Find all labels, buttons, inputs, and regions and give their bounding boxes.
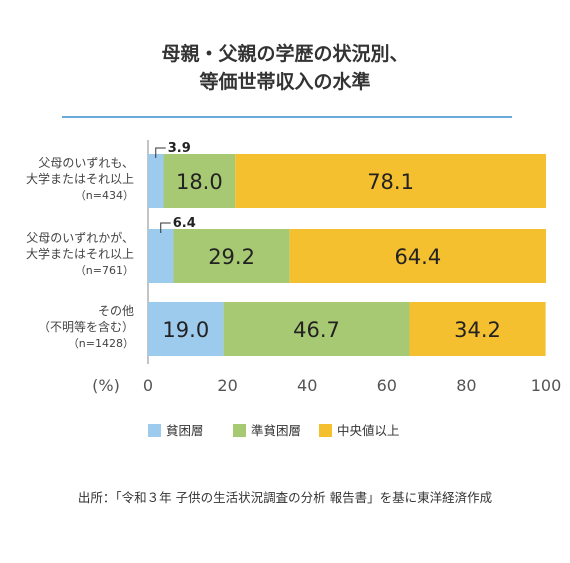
legend-label: 中央値以上 <box>337 423 400 438</box>
bar-segment-poor <box>148 302 224 356</box>
legend-label: 準貧困層 <box>251 423 301 438</box>
data-label: 3.9 <box>168 141 191 156</box>
category-label: （n=761） <box>75 264 134 277</box>
bar-segment-poor <box>148 229 174 283</box>
category-label: （不明等を含む） <box>38 319 134 334</box>
legend-swatch <box>233 424 246 437</box>
data-label-leader <box>155 147 166 158</box>
legend-label: 貧困層 <box>166 423 204 438</box>
bar-segment-near-poor <box>163 154 236 208</box>
category-label: （n=1428） <box>68 337 134 350</box>
bar-segment-poor <box>148 154 164 208</box>
category-label: その他 <box>98 304 134 318</box>
bar-segment-above-median <box>409 302 546 356</box>
bar-segment-near-poor <box>223 302 410 356</box>
data-label: 18.0 <box>176 170 223 194</box>
legend-swatch <box>148 424 161 437</box>
data-label: 29.2 <box>208 245 255 269</box>
bar-segment-near-poor <box>173 229 290 283</box>
category-label: 父母のいずれかが、 <box>26 230 134 245</box>
category-label: 父母のいずれも、 <box>38 156 134 170</box>
data-label: 64.4 <box>394 245 441 269</box>
data-label: 19.0 <box>162 318 209 342</box>
data-label: 78.1 <box>367 170 414 194</box>
category-label: 大学またはそれ以上 <box>26 246 134 261</box>
source-note: 出所：「令和３年 子供の生活状況調査の分析 報告書」を基に東洋経済作成 <box>77 490 493 505</box>
x-axis-unit: (%) <box>92 376 120 395</box>
data-label: 6.4 <box>173 216 196 231</box>
data-label: 46.7 <box>293 318 340 342</box>
title-underline <box>62 116 512 118</box>
bar-segment-above-median <box>235 154 547 208</box>
chart-title-line-1: 母親・父親の学歴の状況別、 <box>161 43 409 65</box>
chart-title: 母親・父親の学歴の状況別、 等価世帯収入の水準 <box>0 40 570 96</box>
bar-segment-above-median <box>289 229 546 283</box>
x-tick-label: 20 <box>217 376 237 395</box>
x-tick-label: 80 <box>456 376 476 395</box>
data-label-leader <box>160 222 171 233</box>
chart-title-line-2: 等価世帯収入の水準 <box>199 71 371 93</box>
x-tick-label: 0 <box>143 376 153 395</box>
legend-swatch <box>319 424 332 437</box>
x-tick-label: 60 <box>377 376 397 395</box>
x-tick-label: 100 <box>531 376 562 395</box>
category-label: （n=434） <box>75 189 134 202</box>
x-tick-label: 40 <box>297 376 317 395</box>
category-label: 大学またはそれ以上 <box>26 171 134 186</box>
data-label: 34.2 <box>454 318 501 342</box>
